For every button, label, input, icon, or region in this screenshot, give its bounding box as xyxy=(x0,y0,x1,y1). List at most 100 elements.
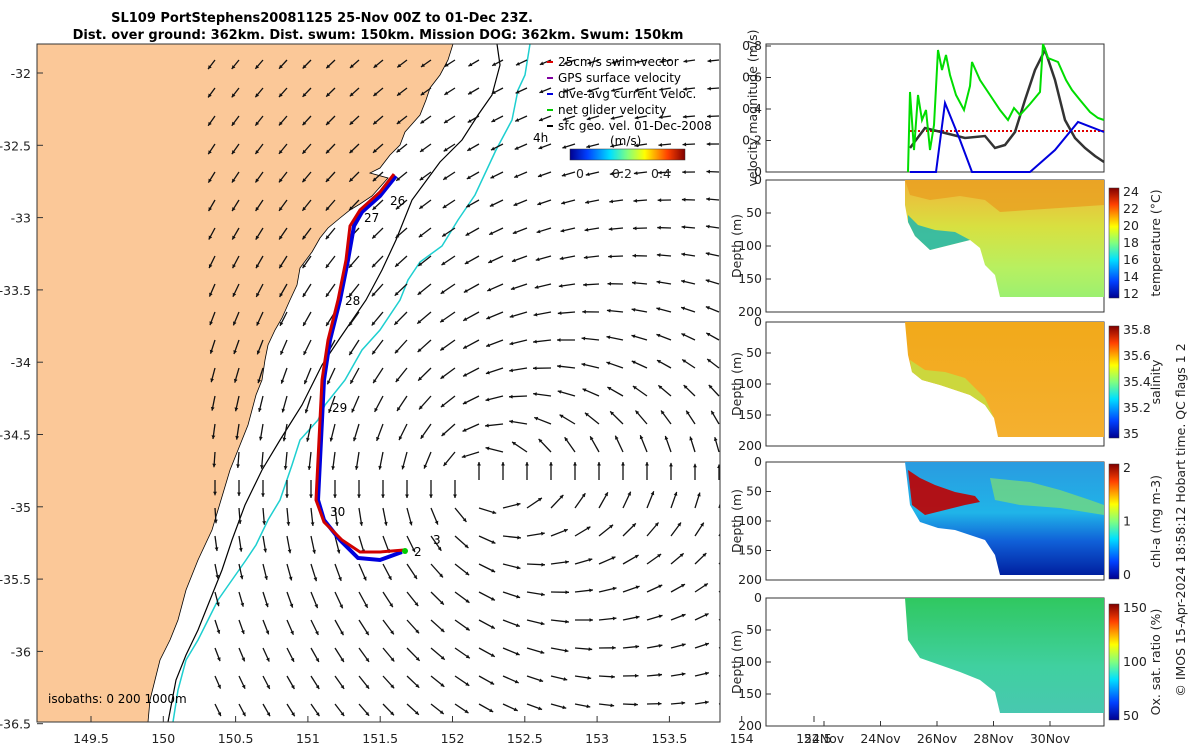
colorbar-label: Ox. sat. ratio (%) xyxy=(1148,609,1163,716)
velocity-arrow-head xyxy=(597,462,601,466)
velocity-arrow-head xyxy=(443,147,448,152)
velocity-arrow-head xyxy=(706,142,711,146)
velocity-arrow-head xyxy=(562,117,567,121)
velocity-arrow-head xyxy=(278,149,283,154)
velocity-arrow-head xyxy=(309,494,313,498)
lat-tick-label: -34 xyxy=(11,355,31,370)
velocity-arrow-head xyxy=(441,261,446,266)
velocity-arrow-head xyxy=(420,119,425,124)
velocity-arrow-head xyxy=(463,345,468,349)
day-label-28: 28 xyxy=(345,294,360,308)
velocity-arrow-head xyxy=(705,671,709,676)
velocity-arrow-head xyxy=(537,497,542,502)
velocity-arrow-head xyxy=(515,90,520,94)
velocity-arrow-head xyxy=(285,494,289,498)
velocity-arrow-head xyxy=(401,465,406,470)
velocity-arrow-head xyxy=(444,63,449,67)
velocity-arrow-head xyxy=(516,565,521,570)
velocity-arrow-head xyxy=(633,171,638,176)
depth-tick-label: 200 xyxy=(738,304,762,319)
velocity-arrow-head xyxy=(258,407,262,412)
velocity-arrow-head xyxy=(302,121,307,126)
velocity-arrow-head xyxy=(650,491,655,496)
velocity-arrow-head xyxy=(465,599,470,603)
velocity-arrow-head xyxy=(315,712,320,717)
velocity-arrow-head xyxy=(490,653,495,657)
velocity-arrow-head xyxy=(394,320,399,325)
velocity-arrow-head xyxy=(631,523,636,528)
velocity-arrow-head xyxy=(589,618,593,622)
velocity-arrow-head xyxy=(232,264,236,269)
legend-net-glider: net glider velocity xyxy=(558,103,666,117)
velocity-arrow-head xyxy=(683,87,687,91)
velocity-arrow-head xyxy=(538,145,543,150)
velocity-arrow-head xyxy=(395,205,400,210)
velocity-arrow xyxy=(718,590,720,593)
velocity-arrow-head xyxy=(467,119,472,123)
velocity-arrow-head xyxy=(348,321,353,326)
velocity-arrow-head xyxy=(417,348,422,353)
velocity-arrow-head xyxy=(264,575,268,580)
velocity-arrow xyxy=(718,618,720,621)
velocity-arrow-head xyxy=(241,630,245,635)
time-tick-label: 30Nov xyxy=(1030,731,1071,746)
velocity-arrow-head xyxy=(634,143,639,148)
velocity-arrow-head xyxy=(533,339,537,344)
day-label-27: 27 xyxy=(364,211,379,225)
day-label-2: 2 xyxy=(414,545,422,559)
velocity-arrow-head xyxy=(233,378,238,383)
velocity-arrow-head xyxy=(334,522,339,526)
oxygen-panel xyxy=(765,597,1105,727)
velocity-arrow-head xyxy=(696,492,701,497)
velocity-arrow-head xyxy=(216,657,221,662)
velocity-arrow-head xyxy=(585,200,590,204)
velocity-arrow-head xyxy=(587,88,592,93)
velocity-arrow-head xyxy=(683,385,688,389)
velocity-arrow-head xyxy=(707,359,712,363)
velocity-arrow-head xyxy=(635,87,639,92)
velocity-arrow-head xyxy=(415,656,420,661)
velocity-arrow-head xyxy=(635,59,640,64)
velocity-tick-label: 0.6 xyxy=(742,70,762,85)
velocity-arrow-head xyxy=(588,647,593,652)
velocity-arrow-head xyxy=(557,390,562,394)
velocity-arrow-head xyxy=(634,673,639,678)
salinity-field xyxy=(905,322,1104,437)
velocity-arrow-head xyxy=(441,432,446,436)
velocity-arrow-head xyxy=(372,206,377,210)
depth-tick-label: 200 xyxy=(738,718,762,733)
velocity-arrow-head xyxy=(313,577,318,582)
lon-tick-label: 150.5 xyxy=(218,731,254,746)
velocity-arrow-head xyxy=(463,373,468,377)
velocity-arrow-head xyxy=(707,114,711,119)
velocity-arrow-head xyxy=(213,519,218,524)
velocity-arrow-head xyxy=(537,201,542,206)
velocity-arrow-head xyxy=(211,435,216,440)
velocity-arrow-head xyxy=(513,202,518,206)
temperature-field xyxy=(905,180,1104,297)
velocity-arrow-head xyxy=(234,407,239,412)
lon-tick-label: 152.5 xyxy=(507,731,543,746)
colorbar-tick-label: 35.2 xyxy=(1123,400,1151,415)
velocity-arrow-head xyxy=(541,562,545,567)
velocity-arrow-head xyxy=(389,603,393,608)
velocity-arrow-head xyxy=(514,174,519,178)
velocity-arrow-head xyxy=(328,408,332,413)
velocity-arrow-head xyxy=(490,625,495,629)
velocity-arrow-head xyxy=(702,553,707,557)
velocity-arrow-head xyxy=(490,597,495,601)
velocity-arrow-head xyxy=(723,523,726,527)
velocity-arrow-head xyxy=(681,672,686,677)
velocity-arrow-head xyxy=(278,178,283,183)
day-label-3: 3 xyxy=(433,533,441,547)
lat-tick-label: -36 xyxy=(11,644,31,659)
velocity-arrow-head xyxy=(610,116,615,120)
velocity-arrow-head xyxy=(707,58,712,63)
velocity-arrow-head xyxy=(539,117,543,122)
velocity-arrow-head xyxy=(587,60,592,65)
depth-tick-label: 100 xyxy=(738,513,762,528)
depth-tick-label: 50 xyxy=(746,205,762,220)
velocity-arrow-head xyxy=(235,435,240,440)
velocity-arrow-head xyxy=(559,256,564,261)
